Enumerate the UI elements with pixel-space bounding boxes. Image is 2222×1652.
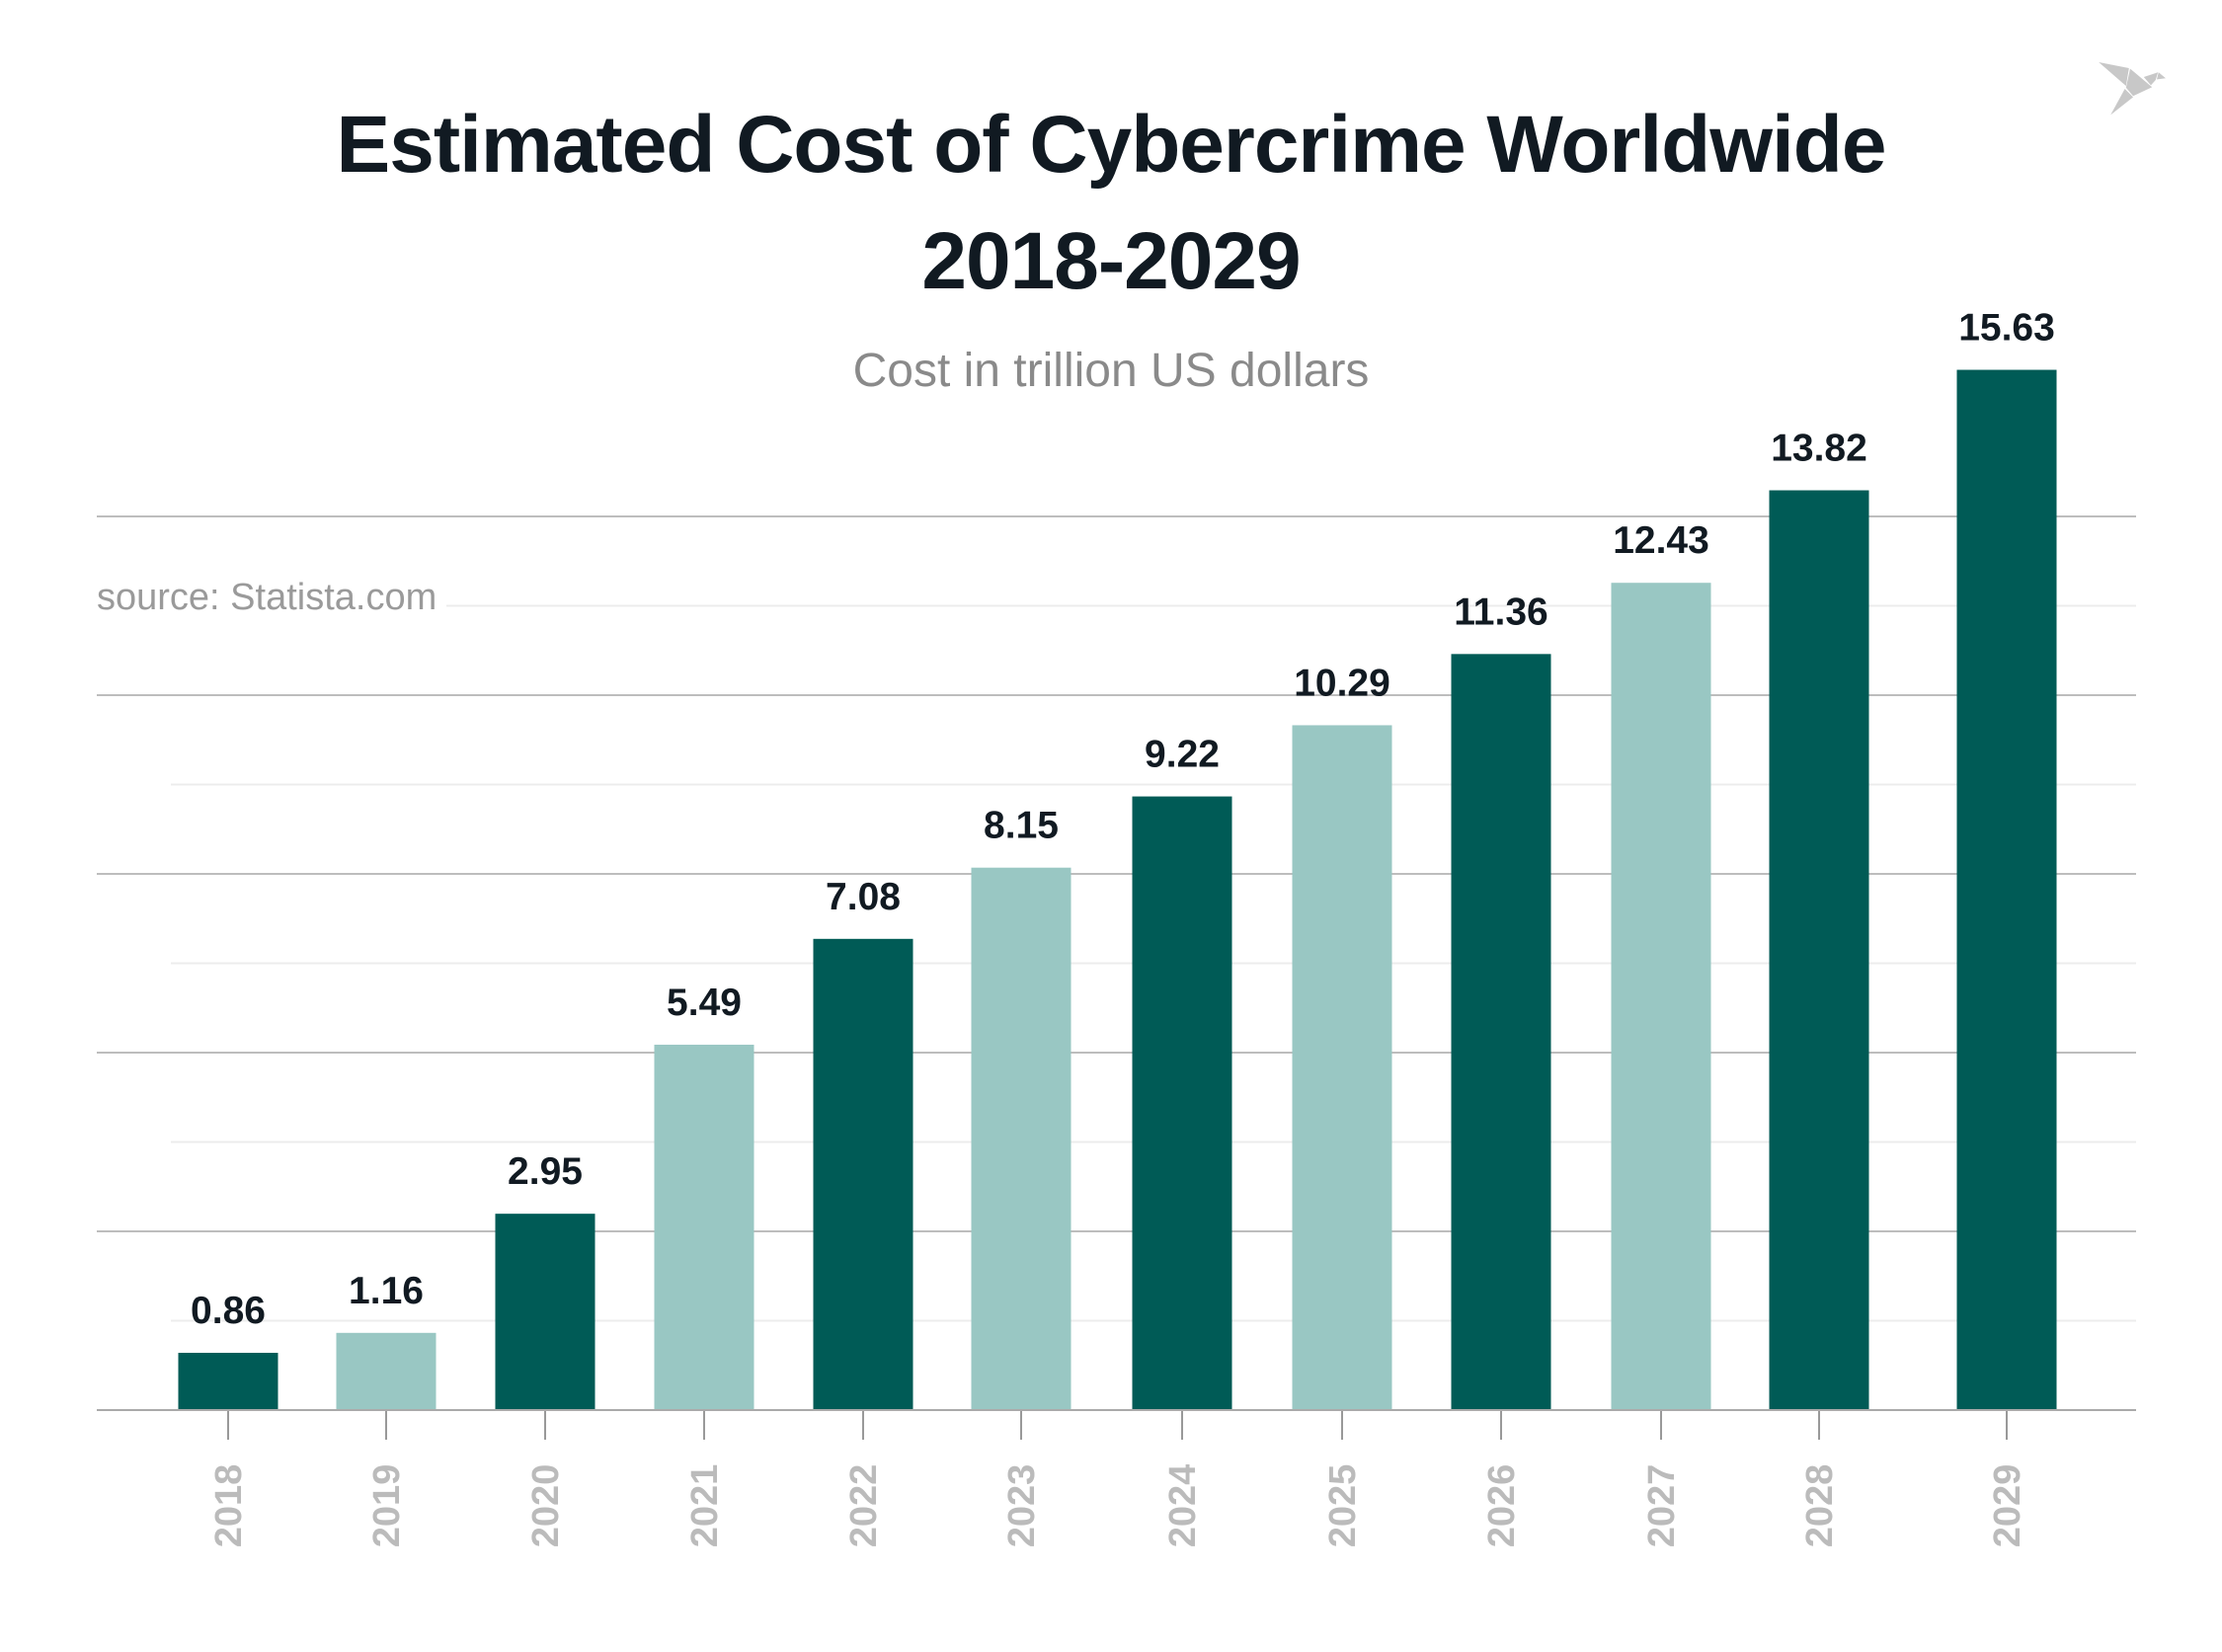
- bar-2018: [178, 1353, 278, 1410]
- x-tick-label-2025: 2025: [1322, 1464, 1364, 1548]
- data-label-2022: 7.08: [826, 876, 901, 918]
- data-label-2023: 8.15: [984, 805, 1059, 847]
- chart-title-line1: Estimated Cost of Cybercrime Worldwide: [336, 100, 1887, 190]
- data-label-2029: 15.63: [1958, 307, 2055, 350]
- x-tick-label-2021: 2021: [684, 1464, 726, 1548]
- data-label-2027: 12.43: [1613, 519, 1709, 562]
- x-tick-label-2026: 2026: [1481, 1464, 1523, 1548]
- x-tick-label-2022: 2022: [843, 1464, 885, 1548]
- x-tick-label-2028: 2028: [1799, 1464, 1841, 1548]
- chart-title-line2: 2018-2029: [921, 216, 1301, 306]
- x-tick-label-2024: 2024: [1162, 1464, 1204, 1548]
- bar-2022: [813, 938, 913, 1410]
- data-label-2021: 5.49: [667, 982, 742, 1024]
- data-label-2024: 9.22: [1145, 734, 1220, 776]
- data-label-2018: 0.86: [191, 1290, 266, 1332]
- data-label-2028: 13.82: [1771, 428, 1867, 470]
- bar-2025: [1292, 725, 1392, 1410]
- bar-2028: [1769, 490, 1869, 1411]
- chart-subtitle: Cost in trillion US dollars: [852, 345, 1370, 397]
- bar-2029: [1956, 369, 2057, 1411]
- bar-2021: [654, 1044, 754, 1410]
- bar-2024: [1132, 796, 1232, 1410]
- bar-2026: [1451, 654, 1551, 1410]
- x-tick-label-2023: 2023: [1001, 1464, 1043, 1548]
- data-label-2025: 10.29: [1294, 662, 1390, 704]
- x-tick-label-2019: 2019: [366, 1464, 408, 1548]
- bar-2019: [336, 1332, 436, 1410]
- source-note: source: Statista.com: [97, 577, 447, 619]
- bar-2027: [1611, 583, 1711, 1410]
- bar-2020: [495, 1214, 595, 1410]
- origami-bird-icon: [2099, 62, 2166, 116]
- x-tick-label-2027: 2027: [1641, 1464, 1683, 1548]
- x-tick-label-2029: 2029: [1987, 1464, 2028, 1548]
- data-label-2020: 2.95: [508, 1150, 583, 1193]
- x-tick-label-2018: 2018: [208, 1464, 250, 1548]
- bar-2023: [971, 867, 1071, 1410]
- x-tick-label-2020: 2020: [525, 1464, 567, 1548]
- data-label-2026: 11.36: [1454, 590, 1547, 633]
- data-label-2019: 1.16: [349, 1270, 424, 1312]
